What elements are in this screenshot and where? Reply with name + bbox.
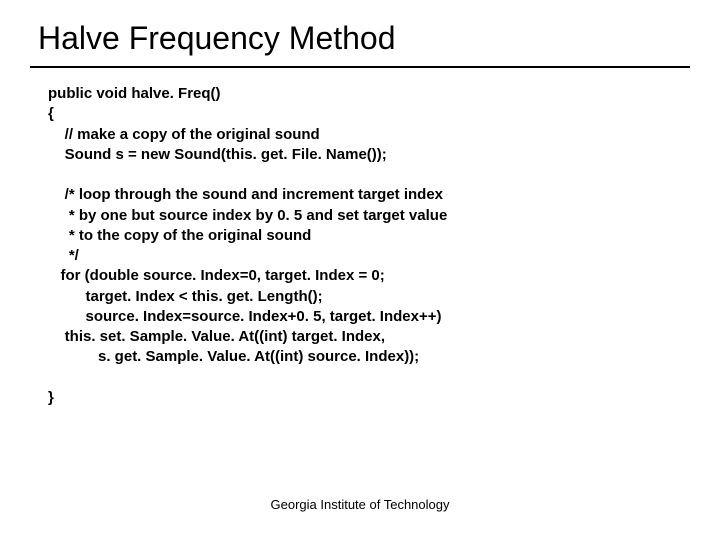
code-line: source. Index=source. Index+0. 5, target… — [48, 308, 442, 325]
code-line: */ — [48, 247, 79, 264]
code-line: this. set. Sample. Value. At((int) targe… — [48, 328, 385, 345]
code-line: * to the copy of the original sound — [48, 227, 311, 244]
code-line: for (double source. Index=0, target. Ind… — [48, 267, 385, 284]
code-line: target. Index < this. get. Length(); — [48, 288, 323, 305]
code-line: * by one but source index by 0. 5 and se… — [48, 207, 447, 224]
slide-title: Halve Frequency Method — [38, 20, 396, 57]
code-line: // make a copy of the original sound — [48, 126, 320, 143]
slide: Halve Frequency Method public void halve… — [0, 0, 720, 540]
code-block: public void halve. Freq() { // make a co… — [48, 84, 688, 408]
code-line: { — [48, 105, 54, 122]
code-line: Sound s = new Sound(this. get. File. Nam… — [48, 146, 387, 163]
code-line: s. get. Sample. Value. At((int) source. … — [48, 348, 419, 365]
code-line: public void halve. Freq() — [48, 85, 221, 102]
code-line: /* loop through the sound and increment … — [48, 186, 443, 203]
code-line: } — [48, 389, 54, 406]
title-underline — [30, 66, 690, 68]
footer-text: Georgia Institute of Technology — [0, 497, 720, 512]
